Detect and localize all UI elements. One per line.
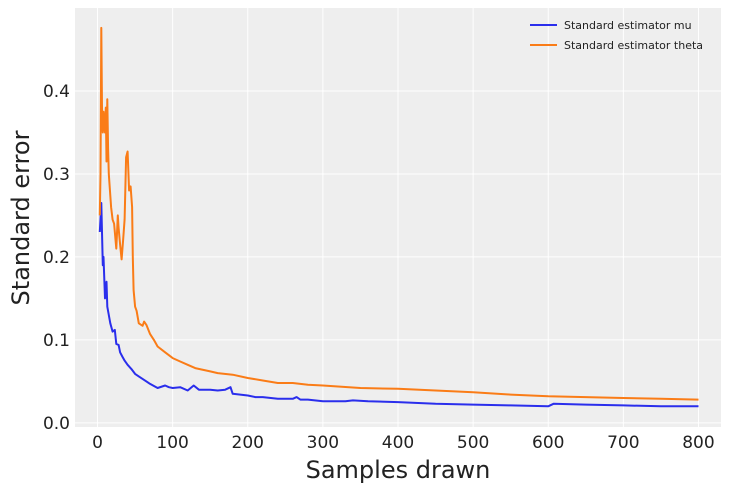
y-tick-label: 0.1 <box>43 331 70 351</box>
x-tick-label: 400 <box>382 433 414 453</box>
x-tick-label: 600 <box>532 433 564 453</box>
y-tick-label: 0.3 <box>43 165 70 185</box>
legend-label-theta: Standard estimator theta <box>564 39 703 52</box>
series-line-theta <box>98 26 699 401</box>
y-tick-label: 0.4 <box>43 82 70 102</box>
x-tick-label: 700 <box>607 433 639 453</box>
gridlines <box>75 8 721 427</box>
y-axis-ticks: 0.0 0.1 0.2 0.3 0.4 <box>43 82 70 434</box>
x-tick-label: 800 <box>682 433 714 453</box>
y-tick-label: 0.0 <box>43 414 70 434</box>
x-tick-label: 200 <box>232 433 264 453</box>
x-tick-label: 100 <box>156 433 188 453</box>
legend: Standard estimator mu Standard estimator… <box>530 19 703 52</box>
legend-label-mu: Standard estimator mu <box>564 19 692 32</box>
series-lines <box>98 26 699 408</box>
y-tick-label: 0.2 <box>43 248 70 268</box>
x-axis-ticks: 0 100 200 300 400 500 600 700 800 <box>92 433 715 453</box>
x-tick-label: 0 <box>92 433 103 453</box>
series-line-mu <box>98 202 699 408</box>
x-axis-title: Samples drawn <box>306 456 491 484</box>
y-axis-title: Standard error <box>7 130 35 305</box>
x-tick-label: 300 <box>307 433 339 453</box>
x-tick-label: 500 <box>457 433 489 453</box>
